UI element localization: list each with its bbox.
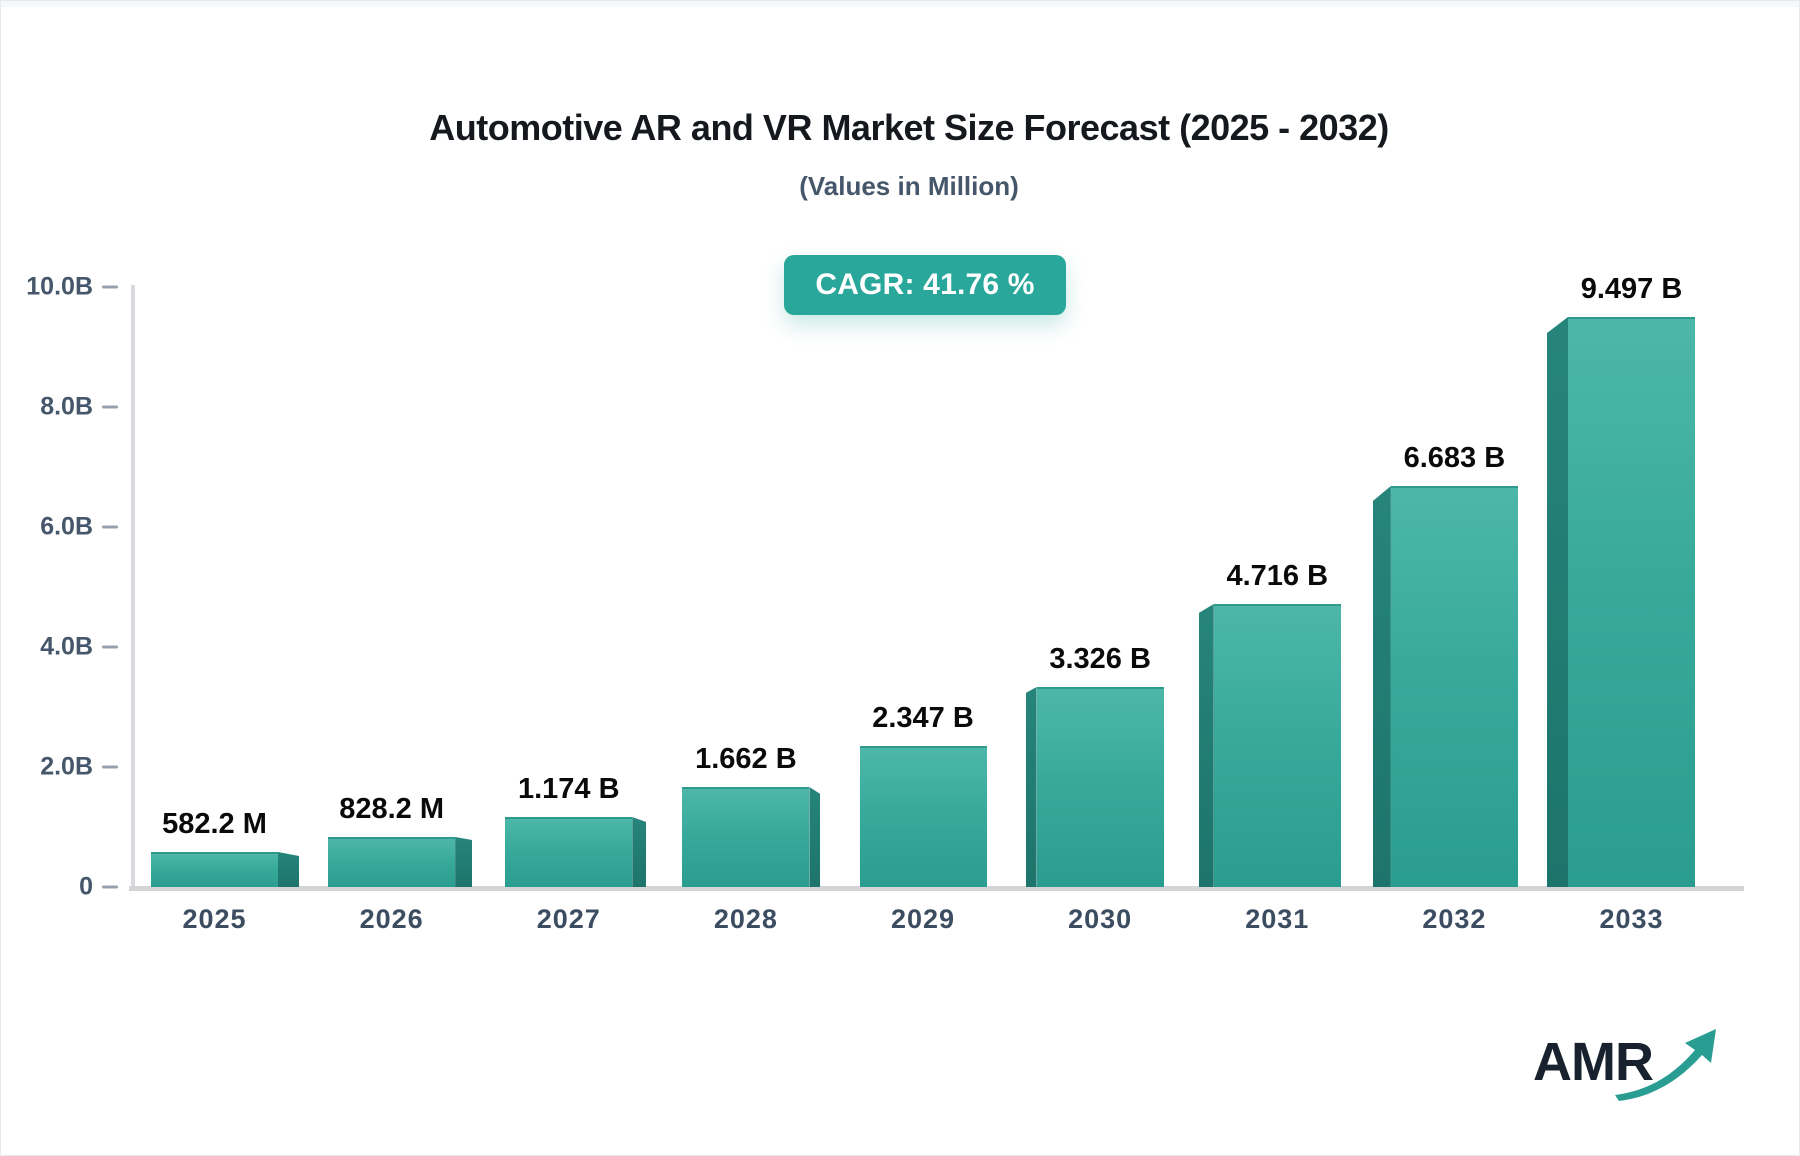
bar-value-label: 828.2 M xyxy=(339,793,445,825)
bar-value-label: 1.662 B xyxy=(695,743,797,775)
bar xyxy=(1390,486,1518,887)
y-tick-dash xyxy=(102,765,118,769)
bar-value-label: 9.497 B xyxy=(1580,273,1683,305)
y-tick-label: 2.0B xyxy=(40,752,93,781)
bar-side-face xyxy=(1547,317,1568,887)
amr-logo-text: AMR xyxy=(1533,1032,1654,1092)
x-tick-label: 2030 xyxy=(1068,904,1133,934)
bar-side-face xyxy=(1025,687,1037,887)
y-tick-label: 6.0B xyxy=(40,512,93,541)
x-tick-label: 2026 xyxy=(359,904,424,934)
x-tick-label: 2033 xyxy=(1599,904,1664,934)
x-tick-label: 2029 xyxy=(890,904,956,934)
bar-side-face xyxy=(809,787,821,887)
bar-side-face xyxy=(455,837,473,887)
x-axis-line xyxy=(129,886,1744,891)
chart-title: Automotive AR and VR Market Size Forecas… xyxy=(429,107,1389,148)
y-tick-dash xyxy=(102,285,118,289)
bar xyxy=(1213,604,1341,887)
bar xyxy=(328,837,456,887)
y-tick-label: 10.0B xyxy=(26,272,93,301)
bar xyxy=(505,817,633,887)
y-tick-label: 4.0B xyxy=(40,632,93,661)
bar xyxy=(682,787,810,887)
bar-side-face xyxy=(632,817,647,887)
bar xyxy=(1036,687,1164,887)
x-tick-label: 2031 xyxy=(1245,904,1310,934)
bar-side-face xyxy=(1372,486,1391,887)
chart-subtitle: (Values in Million) xyxy=(799,171,1019,201)
y-tick-dash xyxy=(102,525,118,529)
bar-value-label: 1.174 B xyxy=(517,773,620,805)
y-tick-label: 8.0B xyxy=(40,392,93,421)
cagr-badge-label: CAGR: 41.76 % xyxy=(815,268,1035,301)
x-tick-label: 2032 xyxy=(1422,904,1487,934)
y-axis-line xyxy=(131,285,135,891)
x-tick-label: 2028 xyxy=(713,904,778,934)
cagr-badge: CAGR: 41.76 % xyxy=(784,255,1066,315)
bar-value-label: 4.716 B xyxy=(1226,560,1329,592)
bar-side-face xyxy=(1198,604,1214,887)
y-tick-label: 0 xyxy=(79,872,93,901)
bar xyxy=(1568,317,1695,887)
y-tick-dash xyxy=(102,405,118,409)
y-tick-dash xyxy=(102,645,118,649)
amr-logo: AMR xyxy=(1533,1029,1733,1115)
x-tick-label: 2025 xyxy=(182,904,247,934)
y-tick-dash xyxy=(102,885,118,889)
logo-trend-arrow-icon xyxy=(1615,1029,1716,1101)
bar-value-label: 2.347 B xyxy=(872,702,974,734)
bar xyxy=(859,746,987,887)
bar-value-label: 3.326 B xyxy=(1049,643,1151,675)
bar xyxy=(151,852,278,887)
x-tick-label: 2027 xyxy=(536,904,601,934)
bar-side-face xyxy=(278,852,299,887)
bar-value-label: 582.2 M xyxy=(162,808,267,840)
bar-value-label: 6.683 B xyxy=(1403,442,1506,474)
